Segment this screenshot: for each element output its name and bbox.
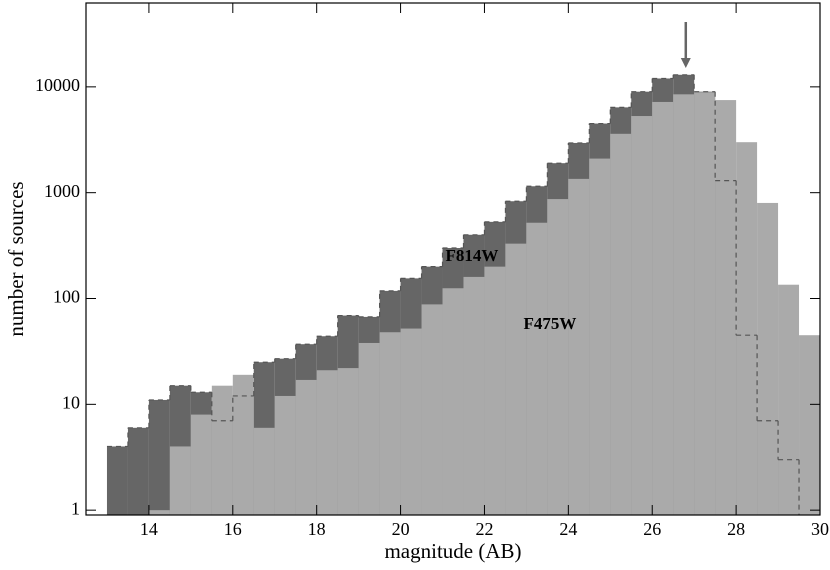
bar: [799, 335, 820, 515]
x-tick-label: 24: [559, 519, 577, 539]
bar: [715, 100, 737, 516]
bar: [295, 379, 317, 515]
bar: [316, 370, 338, 515]
y-tick-label: 10: [62, 392, 80, 412]
y-axis-label: number of sources: [4, 181, 28, 336]
bar: [484, 266, 506, 515]
plot-frame: [85, 2, 821, 516]
bar: [778, 284, 800, 515]
series-label: F475W: [524, 314, 577, 333]
bar: [337, 368, 359, 515]
bar: [211, 385, 233, 515]
bar: [463, 276, 485, 515]
bar: [358, 342, 380, 515]
bar: [253, 427, 275, 515]
x-tick-label: 30: [811, 519, 829, 539]
bar: [652, 101, 674, 516]
x-tick-label: 14: [140, 519, 158, 539]
y-tick-label: 100: [53, 287, 80, 307]
bar: [274, 395, 296, 515]
plot-area: [106, 74, 820, 516]
bar: [610, 133, 632, 515]
bar: [673, 94, 695, 516]
bar: [232, 374, 254, 515]
x-tick-label: 22: [475, 519, 493, 539]
bar: [148, 510, 170, 515]
bar: [379, 332, 401, 515]
x-tick-label: 20: [392, 519, 410, 539]
bar: [442, 288, 464, 515]
bar: [736, 142, 758, 515]
x-axis-label: magnitude (AB): [384, 539, 521, 563]
bar: [757, 202, 779, 516]
y-tick-label: 1000: [44, 181, 80, 201]
bar: [106, 446, 128, 515]
bar: [421, 304, 443, 515]
x-tick-label: 16: [224, 519, 242, 539]
x-tick-label: 18: [308, 519, 326, 539]
series-label: F814W: [446, 246, 499, 265]
bar: [169, 446, 191, 515]
bar: [505, 243, 527, 515]
x-tick-label: 26: [643, 519, 661, 539]
bar: [148, 399, 170, 515]
bar: [127, 427, 149, 515]
bar: [631, 116, 653, 515]
bar: [526, 222, 548, 515]
x-tick-label: 28: [727, 519, 745, 539]
bar: [400, 328, 422, 515]
bar: [568, 178, 590, 516]
bar: [694, 92, 716, 515]
arrow-head: [680, 58, 691, 68]
y-tick-label: 1: [71, 498, 80, 518]
bar: [190, 414, 212, 515]
bar: [547, 199, 569, 515]
y-tick-label: 10000: [35, 75, 80, 95]
bar: [589, 158, 611, 516]
